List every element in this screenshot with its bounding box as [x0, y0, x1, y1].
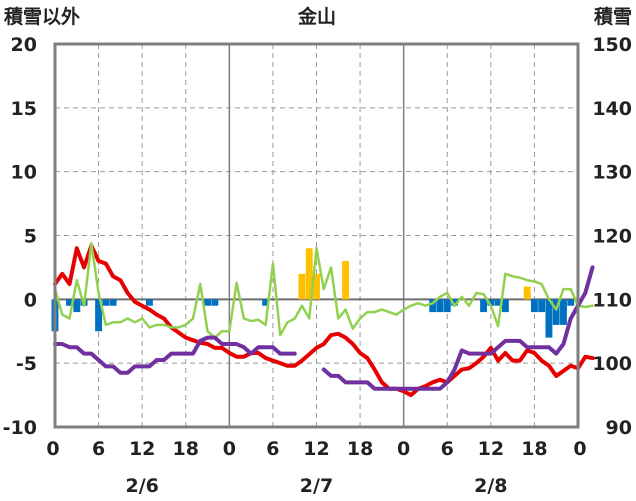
x-tick-label: 12 [129, 438, 155, 460]
orange-bar [342, 261, 350, 300]
blue-bar [73, 299, 81, 313]
x-tick-label: 18 [173, 438, 199, 460]
right-tick-label: 110 [592, 289, 632, 311]
blue-bar [538, 299, 546, 313]
blue-bar [443, 299, 451, 313]
blue-bar [451, 299, 458, 306]
blue-bar [494, 299, 502, 306]
x-tick-label: 0 [223, 438, 236, 460]
purple-series-line [53, 265, 595, 391]
x-tick-label: 12 [478, 438, 504, 460]
blue-bar [109, 299, 117, 306]
left-tick-labels: 20 15 10 5 0 -5 -10 [3, 34, 37, 439]
plot-frame [53, 42, 580, 429]
right-tick-label: 120 [592, 226, 632, 248]
blue-bar [429, 299, 437, 313]
right-tick-label: 100 [592, 353, 632, 375]
left-tick-label: 15 [11, 98, 37, 120]
blue-bar [102, 299, 110, 306]
red-series-line [53, 243, 595, 398]
chart-title: 金山 [297, 5, 336, 28]
blue-bar [95, 299, 103, 332]
date-label: 2/8 [474, 475, 507, 497]
orange-bar [305, 248, 313, 300]
blue-bar [145, 299, 153, 306]
x-tick-label: 0 [397, 438, 410, 460]
blue-bar [501, 299, 509, 313]
right-tick-label: 140 [592, 98, 632, 120]
x-tick-label: 6 [441, 438, 454, 460]
orange-bar [313, 273, 320, 300]
blue-bar [487, 299, 495, 306]
blue-bar [211, 299, 219, 306]
blue-bar [436, 299, 444, 313]
x-tick-label: 0 [573, 438, 586, 460]
date-labels: 2/6 2/7 2/8 [125, 475, 507, 497]
left-tick-label: 20 [11, 34, 37, 56]
green-series-line [53, 241, 594, 339]
blue-bar [552, 299, 560, 325]
x-tick-label: 6 [266, 438, 279, 460]
right-axis-title: 積雪 [594, 5, 632, 28]
left-tick-label: -5 [16, 353, 37, 375]
x-tick-label: 6 [92, 438, 105, 460]
date-label: 2/6 [125, 475, 158, 497]
blue-bar [204, 299, 211, 306]
left-tick-label: 5 [24, 226, 37, 248]
blue-bar [545, 299, 553, 338]
blue-bar [480, 299, 488, 313]
x-tick-label: 0 [46, 438, 59, 460]
x-tick-labels: 0 6 12 18 0 6 12 18 0 6 12 18 0 [46, 438, 586, 460]
left-tick-label: -10 [3, 417, 37, 439]
bar-layer [51, 248, 575, 338]
blue-bar [262, 299, 270, 306]
right-tick-label: 130 [592, 162, 632, 184]
right-tick-label: 150 [592, 34, 632, 56]
x-tick-label: 12 [303, 438, 329, 460]
blue-bar [560, 299, 567, 325]
blue-bar [567, 299, 575, 306]
right-tick-labels: 150 140 130 120 110 100 90 [592, 34, 632, 439]
left-tick-label: 0 [24, 289, 37, 311]
orange-bar [298, 273, 306, 300]
left-tick-label: 10 [11, 162, 37, 184]
right-tick-label: 90 [606, 417, 632, 439]
left-axis-title: 積雪以外 [4, 5, 80, 28]
x-tick-label: 18 [521, 438, 547, 460]
line-layer [53, 241, 595, 398]
orange-bar [523, 286, 531, 300]
grid [55, 44, 578, 427]
blue-bar [66, 299, 73, 306]
x-tick-label: 18 [347, 438, 373, 460]
date-label: 2/7 [300, 475, 333, 497]
blue-bar [530, 299, 538, 313]
